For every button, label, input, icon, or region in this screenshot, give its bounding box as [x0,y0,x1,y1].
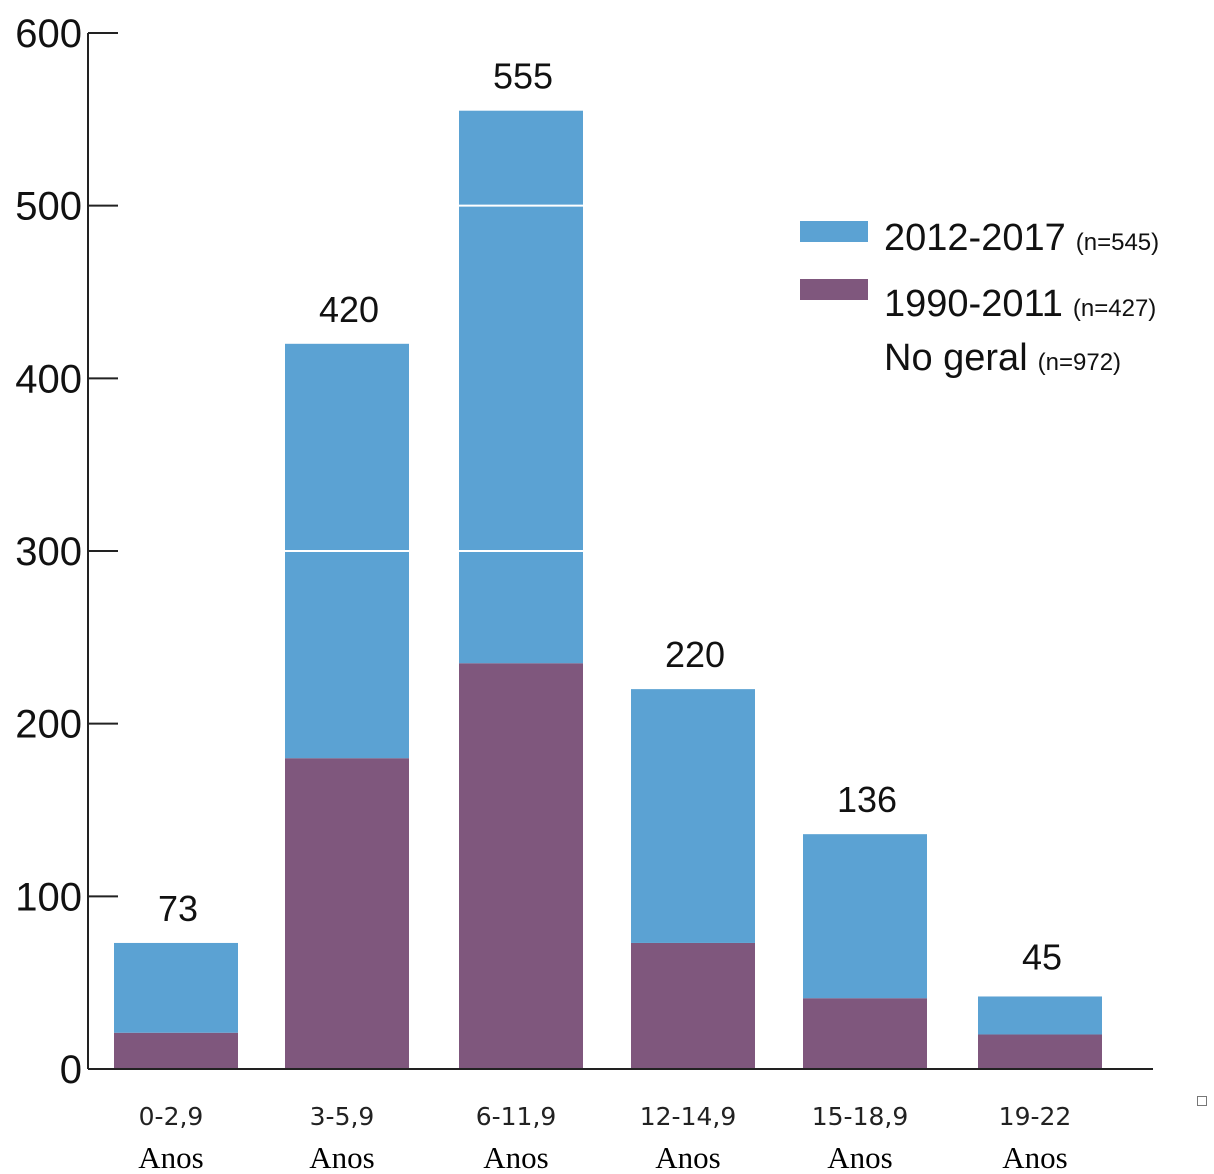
bar-total-label: 73 [158,888,198,929]
y-tick-label: 0 [60,1048,82,1092]
y-axis: 0 100 200 300 400 500 600 [15,12,118,1092]
x-category-sublabel: Anos [309,1140,374,1174]
legend: 2012-2017 (n=545) 1990-2011 (n=427) No geral… [800,217,1159,379]
y-tick-label: 500 [15,185,82,229]
x-category-label: 12-14,9 [640,1102,737,1131]
legend-swatch-earlier [800,279,868,300]
legend-label-recent: 2012-2017 (n=545) [884,217,1159,259]
bar-segment-recent [114,942,238,1033]
bar-segment-recent [459,110,583,664]
bar-segment-earlier [803,998,927,1069]
bar-segment-recent [978,996,1102,1035]
bar-segment-earlier [114,1032,238,1069]
bar-segment-earlier [459,663,583,1069]
x-category-label: 6-11,9 [476,1102,557,1131]
y-tick-label: 600 [15,12,82,56]
y-tick-label: 100 [15,875,82,919]
bar-total-label: 220 [665,634,725,675]
bar-total-label: 45 [1022,936,1062,977]
bar-segment-earlier [285,758,409,1069]
bar-total-label: 420 [319,289,379,330]
x-category-sublabel: Anos [138,1140,203,1174]
bar-segment-recent [631,689,755,943]
x-category-label: 0-2,9 [139,1102,204,1131]
bar-segment-earlier [631,942,755,1069]
x-category-sublabel: Anos [483,1140,548,1174]
legend-label-overall: No geral (n=972) [884,337,1121,379]
legend-label-earlier: 1990-2011 (n=427) [884,283,1156,325]
corner-marker [1197,1096,1207,1106]
y-tick-label: 300 [15,530,82,574]
bar-segment-earlier [978,1034,1102,1069]
x-category-label: 19-22 [999,1102,1072,1131]
y-tick-label: 200 [15,703,82,747]
x-category-sublabel: Anos [1002,1140,1067,1174]
x-category-sublabel: Anos [655,1140,720,1174]
x-axis: 0-2,9 Anos 3-5,9 Anos 6-11,9 Anos 12-14,9 Anos 1… [88,1068,1153,1174]
bar-total-label: 136 [837,779,897,820]
bar-total-label: 555 [493,56,553,97]
bar-segment-recent [803,834,927,999]
bars [114,110,1102,1069]
x-category-sublabel: Anos [827,1140,892,1174]
y-tick-label: 400 [15,357,82,401]
value-labels: 73 420 555 220 136 45 [158,56,1062,978]
legend-swatch-recent [800,221,868,242]
x-category-label: 15-18,9 [812,1102,909,1131]
x-category-label: 3-5,9 [310,1102,375,1131]
